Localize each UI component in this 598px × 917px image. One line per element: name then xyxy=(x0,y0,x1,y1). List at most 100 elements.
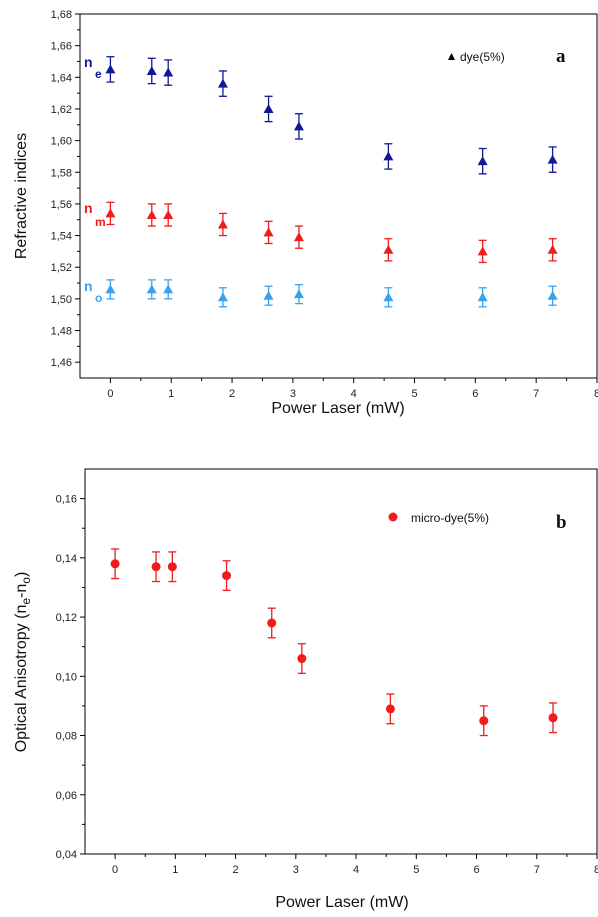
x-tick-label-b: 2 xyxy=(233,864,239,876)
x-tick-label-b: 5 xyxy=(413,864,419,876)
data-point-triangle xyxy=(217,219,228,229)
data-point-circle xyxy=(479,716,489,726)
data-point-circle xyxy=(267,618,277,628)
data-point-triangle xyxy=(383,151,394,161)
y-tick-label-a: 1,54 xyxy=(51,231,72,243)
data-point-triangle xyxy=(105,64,116,74)
y-axis-label-b-sub2: o xyxy=(19,577,33,584)
data-point-triangle xyxy=(163,284,174,294)
annotation-ne: n xyxy=(84,54,93,70)
x-tick-label-a: 1 xyxy=(168,388,174,400)
data-point-triangle xyxy=(163,67,174,77)
data-point-triangle xyxy=(263,227,274,237)
x-tick-label-b: 6 xyxy=(473,864,479,876)
data-point-circle xyxy=(385,704,395,714)
data-point-triangle xyxy=(547,290,558,300)
annotation-no-sub: o xyxy=(95,291,102,305)
data-point-triangle xyxy=(383,292,394,302)
data-point-triangle xyxy=(146,65,157,75)
y-tick-label-b: 0,12 xyxy=(56,612,77,624)
panel-label-b: b xyxy=(556,512,567,533)
annotation-no: n xyxy=(84,278,93,294)
x-tick-label-b: 3 xyxy=(293,864,299,876)
data-point-triangle xyxy=(146,284,157,294)
x-tick-label-a: 6 xyxy=(472,388,478,400)
tick-group-b: 0 1 2 3 4 5 6 7 8 0,04 0,06 0,08 0,10 0,12 0,14 0,16 xyxy=(56,494,598,876)
data-point-triangle xyxy=(383,244,394,254)
legend-label-b: micro-dye(5%) xyxy=(411,511,489,525)
y-tick-label-a: 1,66 xyxy=(51,41,72,53)
x-tick-label-a: 4 xyxy=(351,388,357,400)
chart-panel-b: 0 1 2 3 4 5 6 7 8 0,04 0,06 0,08 0,10 0,12 0,14 0,16 Po… xyxy=(13,468,598,911)
y-tick-label-a: 1,56 xyxy=(51,199,72,211)
data-point-circle xyxy=(548,713,558,723)
y-tick-label-a: 1,64 xyxy=(51,72,72,84)
x-tick-label-b: 1 xyxy=(172,864,178,876)
y-axis-label-b-mid: -n xyxy=(13,584,30,598)
y-axis-label-b-main: Optical Anisotropy (n xyxy=(13,605,30,753)
y-tick-label-b: 0,16 xyxy=(56,494,77,506)
chart-panel-a: 0 1 2 3 4 5 6 7 8 1,46 1,48 1,50 1,52 1,54 1,56 1,58 1,6… xyxy=(13,9,598,417)
y-tick-label-a: 1,52 xyxy=(51,262,72,274)
legend-b: micro-dye(5%) xyxy=(388,511,489,525)
x-tick-label-a: 3 xyxy=(290,388,296,400)
x-tick-label-a: 8 xyxy=(594,388,598,400)
data-point-triangle xyxy=(263,290,274,300)
x-tick-label-b: 4 xyxy=(353,864,359,876)
data-point-triangle xyxy=(293,232,304,242)
y-tick-label-a: 1,48 xyxy=(51,326,72,338)
data-point-triangle xyxy=(105,208,116,218)
x-tick-label-b: 0 xyxy=(112,864,118,876)
tick-group-a: 0 1 2 3 4 5 6 7 8 1,46 1,48 1,50 1,52 1,54 1,56 1,58 1,6… xyxy=(51,9,598,400)
data-point-circle xyxy=(167,562,177,572)
x-axis-label-b: Power Laser (mW) xyxy=(275,894,408,911)
x-tick-label-b: 8 xyxy=(594,864,598,876)
data-marks-b xyxy=(110,548,558,737)
data-point-triangle xyxy=(217,292,228,302)
x-tick-label-a: 0 xyxy=(107,388,113,400)
data-marks-a xyxy=(105,56,558,308)
y-tick-label-b: 0,06 xyxy=(56,790,77,802)
data-point-triangle xyxy=(547,244,558,254)
data-point-circle xyxy=(110,559,120,569)
x-tick-label-b: 7 xyxy=(534,864,540,876)
data-point-circle xyxy=(297,654,307,664)
legend-label-a: dye(5%) xyxy=(460,50,505,64)
data-point-circle xyxy=(151,562,161,572)
y-tick-label-a: 1,62 xyxy=(51,104,72,116)
data-point-triangle xyxy=(263,103,274,113)
y-tick-label-a: 1,60 xyxy=(51,136,72,148)
data-point-triangle xyxy=(293,289,304,299)
y-tick-label-a: 1,50 xyxy=(51,294,72,306)
legend-marker-triangle xyxy=(448,53,455,60)
annotation-nm-sub: m xyxy=(95,215,106,229)
y-axis-label-b-end: ) xyxy=(13,572,30,577)
data-point-triangle xyxy=(293,121,304,131)
data-point-circle xyxy=(222,571,232,581)
y-tick-label-b: 0,14 xyxy=(56,553,77,565)
plot-frame-a xyxy=(79,13,598,379)
data-point-triangle xyxy=(477,246,488,256)
data-point-triangle xyxy=(163,209,174,219)
data-point-triangle xyxy=(547,154,558,164)
x-tick-label-a: 2 xyxy=(229,388,235,400)
annotation-nm: n xyxy=(84,200,93,216)
y-tick-label-a: 1,58 xyxy=(51,167,72,179)
x-axis-label-a: Power Laser (mW) xyxy=(271,400,404,417)
data-point-triangle xyxy=(477,156,488,166)
y-tick-label-a: 1,68 xyxy=(51,9,72,21)
y-axis-label-a: Refractive indices xyxy=(13,133,30,259)
data-point-triangle xyxy=(217,78,228,88)
annotation-ne-sub: e xyxy=(95,67,102,81)
legend-a: dye(5%) xyxy=(448,50,505,64)
y-tick-label-b: 0,08 xyxy=(56,731,77,743)
x-tick-label-a: 5 xyxy=(411,388,417,400)
y-tick-label-b: 0,04 xyxy=(56,849,77,861)
data-point-triangle xyxy=(477,292,488,302)
data-point-triangle xyxy=(105,284,116,294)
y-tick-label-b: 0,10 xyxy=(56,671,77,683)
y-axis-label-b: Optical Anisotropy (ne-no) xyxy=(13,572,33,753)
y-axis-label-b-sub1: e xyxy=(19,598,33,605)
series-annotations-a: n e n m n o xyxy=(84,54,106,305)
legend-marker-circle xyxy=(388,512,398,522)
